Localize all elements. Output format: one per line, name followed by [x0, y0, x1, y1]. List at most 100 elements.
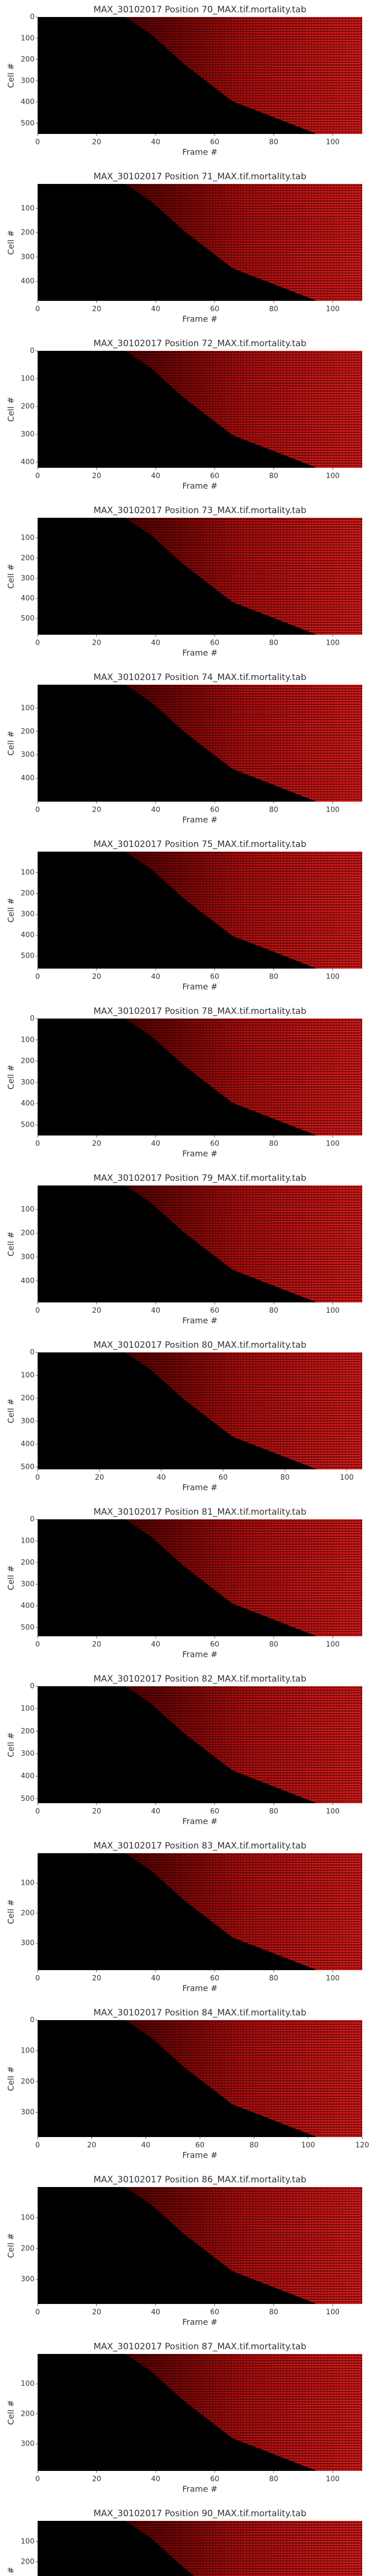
heatmap-texture [125, 518, 362, 635]
x-tick-label: 40 [151, 305, 160, 313]
x-tick-label: 20 [92, 1974, 102, 1982]
x-tick-label: 60 [210, 472, 220, 480]
y-axis-label: Cell # [6, 1231, 16, 1256]
panel: MAX_30102017 Position 75_MAX.tif.mortali… [6, 839, 362, 992]
x-tick-label: 100 [326, 806, 340, 814]
x-tick-label: 20 [92, 1807, 102, 1816]
x-axis-label: Frame # [182, 2484, 217, 2494]
x-tick-label: 0 [36, 305, 40, 313]
y-tick-label: 300 [21, 1417, 35, 1426]
x-tick-label: 20 [87, 2141, 96, 2149]
y-axis-label: Cell # [6, 897, 16, 922]
x-tick-label: 40 [151, 138, 160, 146]
x-tick-label: 80 [269, 639, 278, 647]
x-axis-label: Frame # [182, 1817, 217, 1826]
y-tick-label: 100 [21, 375, 35, 383]
y-tick-label: 300 [21, 430, 35, 438]
panel: MAX_30102017 Position 74_MAX.tif.mortali… [6, 672, 362, 825]
y-tick-label: 300 [21, 910, 35, 919]
x-axis-label: Frame # [182, 1316, 217, 1326]
panel-title: MAX_30102017 Position 71_MAX.tif.mortali… [93, 172, 306, 182]
x-tick-label: 80 [269, 1140, 278, 1148]
x-tick-label: 80 [269, 138, 278, 146]
x-tick-label: 80 [249, 2141, 259, 2149]
y-tick-label: 0 [30, 1682, 35, 1690]
x-tick-label: 60 [210, 1140, 220, 1148]
x-tick-label: 20 [92, 1140, 102, 1148]
x-tick-label: 0 [36, 1807, 40, 1816]
x-tick-label: 20 [92, 305, 102, 313]
y-axis-label: Cell # [6, 1732, 16, 1757]
y-tick-label: 200 [21, 402, 35, 411]
x-tick-label: 60 [210, 1307, 220, 1315]
heatmap-texture [125, 685, 362, 802]
x-tick-label: 100 [326, 1140, 340, 1148]
x-tick-label: 40 [151, 639, 160, 647]
panel: MAX_30102017 Position 82_MAX.tif.mortali… [6, 1674, 362, 1826]
x-axis-label: Frame # [182, 1149, 217, 1159]
y-tick-label: 500 [21, 1623, 35, 1632]
y-tick-label: 0 [30, 1348, 35, 1357]
panel-title: MAX_30102017 Position 74_MAX.tif.mortali… [93, 672, 306, 683]
y-tick-label: 100 [21, 1371, 35, 1380]
x-tick-label: 40 [151, 1307, 160, 1315]
x-tick-label: 60 [210, 305, 220, 313]
x-axis-label: Frame # [182, 648, 217, 658]
y-axis-label: Cell # [6, 2066, 16, 2091]
y-tick-label: 200 [21, 2244, 35, 2252]
x-axis-label: Frame # [182, 481, 217, 491]
panel: MAX_30102017 Position 83_MAX.tif.mortali… [6, 1841, 362, 1993]
x-tick-label: 100 [326, 138, 340, 146]
panel-title: MAX_30102017 Position 78_MAX.tif.mortali… [93, 1006, 306, 1016]
y-tick-label: 300 [21, 1253, 35, 1261]
panel: MAX_30102017 Position 86_MAX.tif.mortali… [6, 2175, 362, 2327]
y-tick-label: 400 [21, 595, 35, 603]
y-tick-label: 300 [21, 253, 35, 261]
x-tick-label: 80 [269, 305, 278, 313]
x-tick-label: 0 [36, 639, 40, 647]
x-axis-label: Frame # [182, 147, 217, 157]
y-tick-label: 300 [21, 751, 35, 759]
x-tick-label: 0 [36, 973, 40, 981]
y-tick-label: 500 [21, 1794, 35, 1803]
y-axis-label: Cell # [6, 1899, 16, 1924]
panel-title: MAX_30102017 Position 87_MAX.tif.mortali… [93, 2342, 306, 2352]
y-tick-label: 100 [21, 1537, 35, 1545]
x-tick-label: 20 [92, 1307, 102, 1315]
x-tick-label: 100 [301, 2141, 315, 2149]
y-axis-label: Cell # [6, 2567, 16, 2576]
panel: MAX_30102017 Position 72_MAX.tif.mortali… [6, 338, 362, 491]
heatmap-texture [125, 1019, 362, 1136]
y-tick-label: 200 [21, 1909, 35, 1917]
panel-title: MAX_30102017 Position 81_MAX.tif.mortali… [93, 1507, 306, 1517]
y-tick-label: 100 [21, 34, 35, 42]
x-tick-label: 60 [218, 1473, 228, 1482]
x-tick-label: 20 [92, 2308, 102, 2316]
y-tick-label: 0 [30, 1515, 35, 1523]
y-tick-label: 100 [21, 2537, 35, 2546]
x-tick-label: 60 [210, 806, 220, 814]
x-tick-label: 100 [326, 639, 340, 647]
y-tick-label: 200 [21, 727, 35, 736]
heatmap-texture [125, 351, 362, 468]
y-tick-label: 100 [21, 1705, 35, 1713]
x-tick-label: 100 [326, 305, 340, 313]
y-tick-label: 300 [21, 2440, 35, 2448]
x-tick-label: 20 [92, 639, 102, 647]
y-tick-label: 300 [21, 574, 35, 582]
y-tick-label: 100 [21, 1036, 35, 1044]
x-tick-label: 100 [326, 2308, 340, 2316]
y-tick-label: 400 [21, 1099, 35, 1108]
y-tick-label: 400 [21, 1602, 35, 1610]
x-tick-label: 60 [210, 639, 220, 647]
y-tick-label: 400 [21, 277, 35, 285]
panel-title: MAX_30102017 Position 80_MAX.tif.mortali… [93, 1340, 306, 1350]
x-tick-label: 40 [151, 1807, 160, 1816]
y-tick-label: 400 [21, 1772, 35, 1781]
heatmap-texture [125, 2020, 362, 2137]
y-tick-label: 100 [21, 1879, 35, 1887]
x-tick-label: 60 [210, 138, 220, 146]
x-tick-label: 40 [157, 1473, 166, 1482]
y-tick-label: 500 [21, 952, 35, 960]
